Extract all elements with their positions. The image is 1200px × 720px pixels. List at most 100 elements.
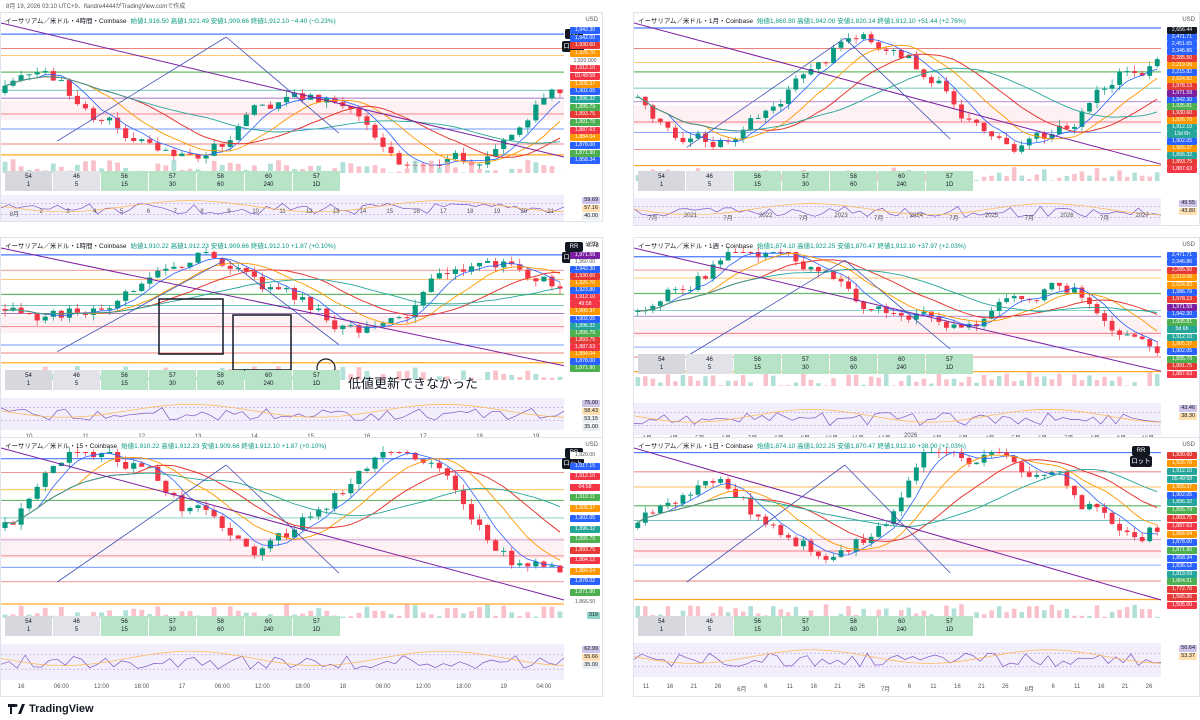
price-axis-label[interactable]: 2,024.82: [1167, 281, 1197, 289]
price-axis-label[interactable]: 1,895.79: [570, 329, 600, 337]
price-axis-label[interactable]: 1,884.12: [570, 557, 600, 565]
timeframe-cell[interactable]: 57 1D: [293, 616, 340, 636]
timeframe-cell[interactable]: 57 30: [149, 370, 196, 390]
price-axis-label[interactable]: 1,893.75: [570, 111, 600, 119]
timeframe-cell[interactable]: 58 60: [830, 616, 877, 636]
price-axis-label[interactable]: 1,971.59: [1167, 303, 1197, 311]
price-axis-label[interactable]: 1,804.51: [1167, 578, 1197, 586]
price-axis-label[interactable]: 1,930.60: [1167, 110, 1197, 118]
trendline[interactable]: [634, 247, 1162, 372]
price-axis-label[interactable]: 2,024.82: [1167, 75, 1197, 83]
timeframe-cell[interactable]: 54 1: [5, 370, 52, 390]
trendline[interactable]: [225, 258, 340, 345]
price-axis-label[interactable]: 1,893.75: [570, 546, 600, 554]
price-axis-label[interactable]: 1,896.32: [1167, 499, 1197, 507]
chart-canvas[interactable]: [634, 438, 1200, 697]
price-axis-label[interactable]: 1,772.70: [1167, 586, 1197, 594]
price-axis-label[interactable]: 1,878.00: [1167, 538, 1197, 546]
timeframe-cell[interactable]: 60 240: [878, 354, 925, 374]
price-axis-label[interactable]: 1,505.00: [1167, 602, 1197, 610]
timeframe-cell[interactable]: 58 60: [197, 616, 244, 636]
price-axis-label[interactable]: 1,836.12: [1167, 562, 1197, 570]
price-axis-label[interactable]: 1,878.02: [570, 578, 600, 586]
price-axis-label[interactable]: 1,896.32: [1167, 152, 1197, 160]
timeframe-cell[interactable]: 57 30: [149, 616, 196, 636]
price-axis-label[interactable]: 2,219.06: [1167, 274, 1197, 282]
chart-panel-p1m[interactable]: イーサリアム／米ドル・1月・Coinbase 始値1,860.80 高値1,942…: [633, 12, 1200, 226]
timeframe-cell[interactable]: 58 60: [197, 171, 244, 191]
timeframe-cell[interactable]: 58 60: [830, 354, 877, 374]
price-axis-label[interactable]: 5d 6h: [1167, 326, 1197, 334]
rr-button[interactable]: RR: [1132, 446, 1150, 456]
price-axis-label[interactable]: 1,887.63: [1167, 523, 1197, 531]
price-axis-label[interactable]: 1,871.90: [1167, 546, 1197, 554]
chart-canvas[interactable]: [634, 13, 1200, 226]
timeframe-cell[interactable]: 58 60: [830, 171, 877, 191]
timeframe-cell[interactable]: 57 1D: [926, 616, 973, 636]
price-axis-label[interactable]: 1,905.37: [1167, 145, 1197, 153]
tradingview-logo[interactable]: TradingView: [8, 703, 94, 715]
price-axis-label[interactable]: 05:49:58: [1167, 475, 1197, 483]
price-axis-label[interactable]: 2,346.86: [1167, 259, 1197, 267]
symbol-label[interactable]: イーサリアム／米ドル・4時間・Coinbase: [5, 18, 127, 25]
price-axis-label[interactable]: 1,905.37: [570, 308, 600, 316]
price-axis-label[interactable]: 2,656.44: [1167, 27, 1197, 34]
trendline[interactable]: [225, 464, 340, 574]
timeframe-cell[interactable]: 57 1D: [926, 354, 973, 374]
price-axis-label[interactable]: 1,912.10: [1167, 467, 1197, 475]
time-axis[interactable]: 16 06:00 12:00 18:00 17 06:00 12:00 18:00 18 06:0…: [1, 684, 564, 694]
chart-panel-p4h[interactable]: イーサリアム／米ドル・4時間・Coinbase 始値1,916.50 高値1,92…: [0, 12, 603, 222]
price-axis-label[interactable]: 1,978.13: [1167, 82, 1197, 90]
timeframe-cell[interactable]: 56 15: [734, 354, 781, 374]
price-axis-label[interactable]: 1,902.05: [570, 515, 600, 523]
timeframe-cell[interactable]: 57 30: [782, 354, 829, 374]
price-axis-label[interactable]: 1,902.05: [570, 315, 600, 323]
time-axis[interactable]: 7月 2021 7月 2022 7月 2023 7月 2024 7月 2025 7月 2026 7月 20…: [634, 213, 1161, 223]
timeframe-cell[interactable]: 57 1D: [293, 370, 340, 390]
price-axis-label[interactable]: 49:58: [570, 301, 600, 309]
timeframe-cell[interactable]: 46 5: [53, 370, 100, 390]
chart-canvas[interactable]: [1, 438, 603, 697]
price-axis-label[interactable]: 1,905.37: [570, 80, 600, 88]
trendline[interactable]: [634, 447, 1162, 601]
price-axis-label[interactable]: 2,219.06: [1167, 61, 1197, 69]
price-axis-label[interactable]: 1,912.10: [570, 473, 600, 481]
timeframe-cell[interactable]: 58 60: [197, 370, 244, 390]
trendline[interactable]: [1, 247, 565, 367]
price-axis-label[interactable]: 1,887.63: [570, 343, 600, 351]
symbol-label[interactable]: イーサリアム／米ドル・1時間・Coinbase: [5, 243, 127, 250]
timeframe-cell[interactable]: 60 240: [245, 171, 292, 191]
timeframe-cell[interactable]: 60 240: [245, 370, 292, 390]
timeframe-cell[interactable]: 56 15: [101, 171, 148, 191]
timeframe-cell[interactable]: 46 5: [53, 616, 100, 636]
time-axis[interactable]: 11 16 21 26 6月 6 11 16 21 26 7月 6 11 16 21 26 8月 6 11 16 21 2…: [634, 684, 1161, 694]
price-axis-label[interactable]: 2,215.82: [1167, 68, 1197, 76]
price-axis-label[interactable]: 1,942.30: [1167, 96, 1197, 104]
price-axis-label[interactable]: 1,935.81: [1167, 318, 1197, 326]
price-axis-label[interactable]: 2,471.71: [1167, 33, 1197, 41]
price-axis-label[interactable]: 1,942.00: [570, 34, 600, 42]
timeframe-cell[interactable]: 60 240: [878, 171, 925, 191]
price-axis-label[interactable]: 2,285.50: [1167, 266, 1197, 274]
price-axis-label[interactable]: 1,942.30: [1167, 311, 1197, 319]
symbol-label[interactable]: イーサリアム／米ドル・1週・Coinbase: [638, 243, 753, 250]
timeframe-cell[interactable]: 56 15: [101, 616, 148, 636]
timeframe-cell[interactable]: 54 1: [5, 616, 52, 636]
price-axis-label[interactable]: 1,887.63: [570, 126, 600, 134]
trendline[interactable]: [225, 36, 340, 134]
price-axis-label[interactable]: 1,896.32: [570, 322, 600, 330]
price-axis-label[interactable]: 1,891.75: [570, 119, 600, 126]
symbol-label[interactable]: イーサリアム／米ドル・1月・Coinbase: [638, 18, 753, 25]
price-axis-label[interactable]: 1,893.75: [570, 336, 600, 344]
chart-canvas[interactable]: [1, 13, 603, 222]
rr-button[interactable]: RR: [565, 29, 583, 39]
price-axis-label[interactable]: 01:49:58: [570, 73, 600, 80]
chart-canvas[interactable]: [1, 238, 603, 445]
price-axis-label[interactable]: 1,917.15: [570, 462, 600, 470]
price-axis-label[interactable]: 1,920.000: [570, 57, 600, 65]
time-axis[interactable]: 8月 2 3 4 5 6 7 8 9 10 11 12 13 14 15 16 17 18 19 20 21: [1, 209, 564, 219]
trendline[interactable]: [1, 22, 565, 158]
timeframe-cell[interactable]: 57 30: [149, 171, 196, 191]
price-axis-label[interactable]: 1,871.90: [570, 149, 600, 157]
price-axis-label[interactable]: 1,884.04: [570, 134, 600, 142]
